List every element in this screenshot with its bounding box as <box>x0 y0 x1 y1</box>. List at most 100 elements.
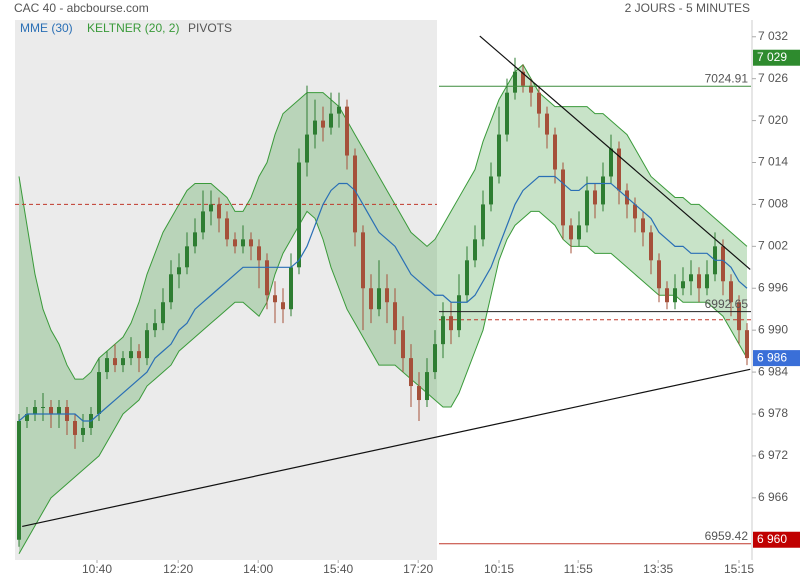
candle-body <box>25 413 29 421</box>
candle-body <box>169 274 173 303</box>
candle-body <box>681 281 685 289</box>
y-tick-label: 6 984 <box>758 364 788 378</box>
candle-body <box>241 239 245 247</box>
trendline <box>479 35 751 270</box>
candle-body <box>161 302 165 324</box>
chart-title: CAC 40 - abcbourse.com <box>14 1 149 15</box>
candle-body <box>41 407 45 409</box>
candle-body <box>129 351 133 359</box>
candle-body <box>97 372 101 414</box>
candle-body <box>401 330 405 359</box>
candle-body <box>465 260 469 296</box>
candle-body <box>697 274 701 289</box>
y-tick-label: 7 032 <box>758 29 788 43</box>
candle-body <box>385 288 389 303</box>
candle-body <box>73 420 77 435</box>
candle-body <box>113 358 117 366</box>
price-label-box <box>753 49 800 66</box>
candle-body <box>313 120 317 135</box>
candle-body <box>433 344 437 373</box>
candle-body <box>273 295 277 303</box>
candle-body <box>137 351 141 359</box>
candle-body <box>673 288 677 303</box>
candle-body <box>569 225 573 240</box>
candle-body <box>265 260 269 296</box>
candle-body <box>17 420 21 540</box>
x-tick-label: 13:35 <box>643 562 673 576</box>
candle-body <box>497 134 501 177</box>
candle-body <box>449 316 453 331</box>
y-tick-label: 7 026 <box>758 71 788 85</box>
candle-body <box>33 407 37 414</box>
candle-body <box>633 204 637 219</box>
candle-body <box>193 232 197 247</box>
candle-body <box>81 427 85 435</box>
legend-entry: PIVOTS <box>188 21 232 35</box>
candle-body <box>105 358 109 373</box>
candle-body <box>593 190 597 205</box>
candle-body <box>409 358 413 387</box>
level-label: 6992.65 <box>705 297 749 311</box>
candle-body <box>417 386 421 401</box>
day-one-shade <box>15 20 437 560</box>
candle-body <box>665 288 669 303</box>
price-label: 6 960 <box>757 532 787 546</box>
level-label: 6959.42 <box>705 529 749 543</box>
candle-body <box>249 239 253 247</box>
y-tick-label: 6 990 <box>758 322 788 336</box>
candle-body <box>49 407 53 414</box>
candle-body <box>441 316 445 345</box>
x-tick-label: 17:20 <box>403 562 433 576</box>
candle-body <box>729 281 733 303</box>
chart-subtitle: 2 JOURS - 5 MINUTES <box>625 1 750 15</box>
keltner-lower <box>18 210 748 554</box>
candle-body <box>561 169 565 226</box>
candle-body <box>553 134 557 170</box>
candle-body <box>657 260 661 289</box>
price-label: 6 986 <box>757 350 787 364</box>
candle-body <box>489 176 493 205</box>
candle-body <box>577 225 581 240</box>
candle-body <box>521 71 525 86</box>
x-tick-label: 12:20 <box>163 562 193 576</box>
y-tick-label: 6 972 <box>758 448 788 462</box>
x-tick-label: 15:40 <box>323 562 353 576</box>
candle-body <box>145 330 149 359</box>
trendline <box>22 368 751 528</box>
candle-body <box>721 246 725 282</box>
candle-body <box>233 239 237 247</box>
price-label-box <box>753 531 800 548</box>
candle-body <box>689 274 693 282</box>
y-tick-label: 6 978 <box>758 406 788 420</box>
candle-body <box>153 323 157 331</box>
candle-body <box>257 246 261 261</box>
candle-body <box>225 218 229 240</box>
candle-body <box>505 92 509 135</box>
candle-body <box>545 113 549 135</box>
candle-body <box>177 267 181 275</box>
keltner-upper <box>18 63 748 380</box>
candle-body <box>345 106 349 156</box>
x-tick-label: 11:55 <box>564 562 593 576</box>
candle-body <box>281 302 285 310</box>
legend-entry: KELTNER (20, 2) <box>87 21 179 35</box>
candle-body <box>393 302 397 331</box>
x-tick-label: 10:15 <box>484 562 514 576</box>
candle-body <box>329 113 333 128</box>
candle-body <box>353 155 357 233</box>
candle-body <box>217 204 221 219</box>
candle-body <box>361 232 365 289</box>
candle-body <box>601 176 605 205</box>
y-tick-label: 7 008 <box>758 197 788 211</box>
candle-body <box>321 120 325 128</box>
candle-body <box>641 218 645 233</box>
y-tick-label: 7 014 <box>758 155 788 169</box>
candle-body <box>305 134 309 163</box>
y-tick-label: 6 966 <box>758 490 788 504</box>
candle-body <box>609 148 613 177</box>
candle-body <box>649 232 653 261</box>
x-tick-label: 14:00 <box>243 562 273 576</box>
x-tick-label: 15:15 <box>724 562 754 576</box>
